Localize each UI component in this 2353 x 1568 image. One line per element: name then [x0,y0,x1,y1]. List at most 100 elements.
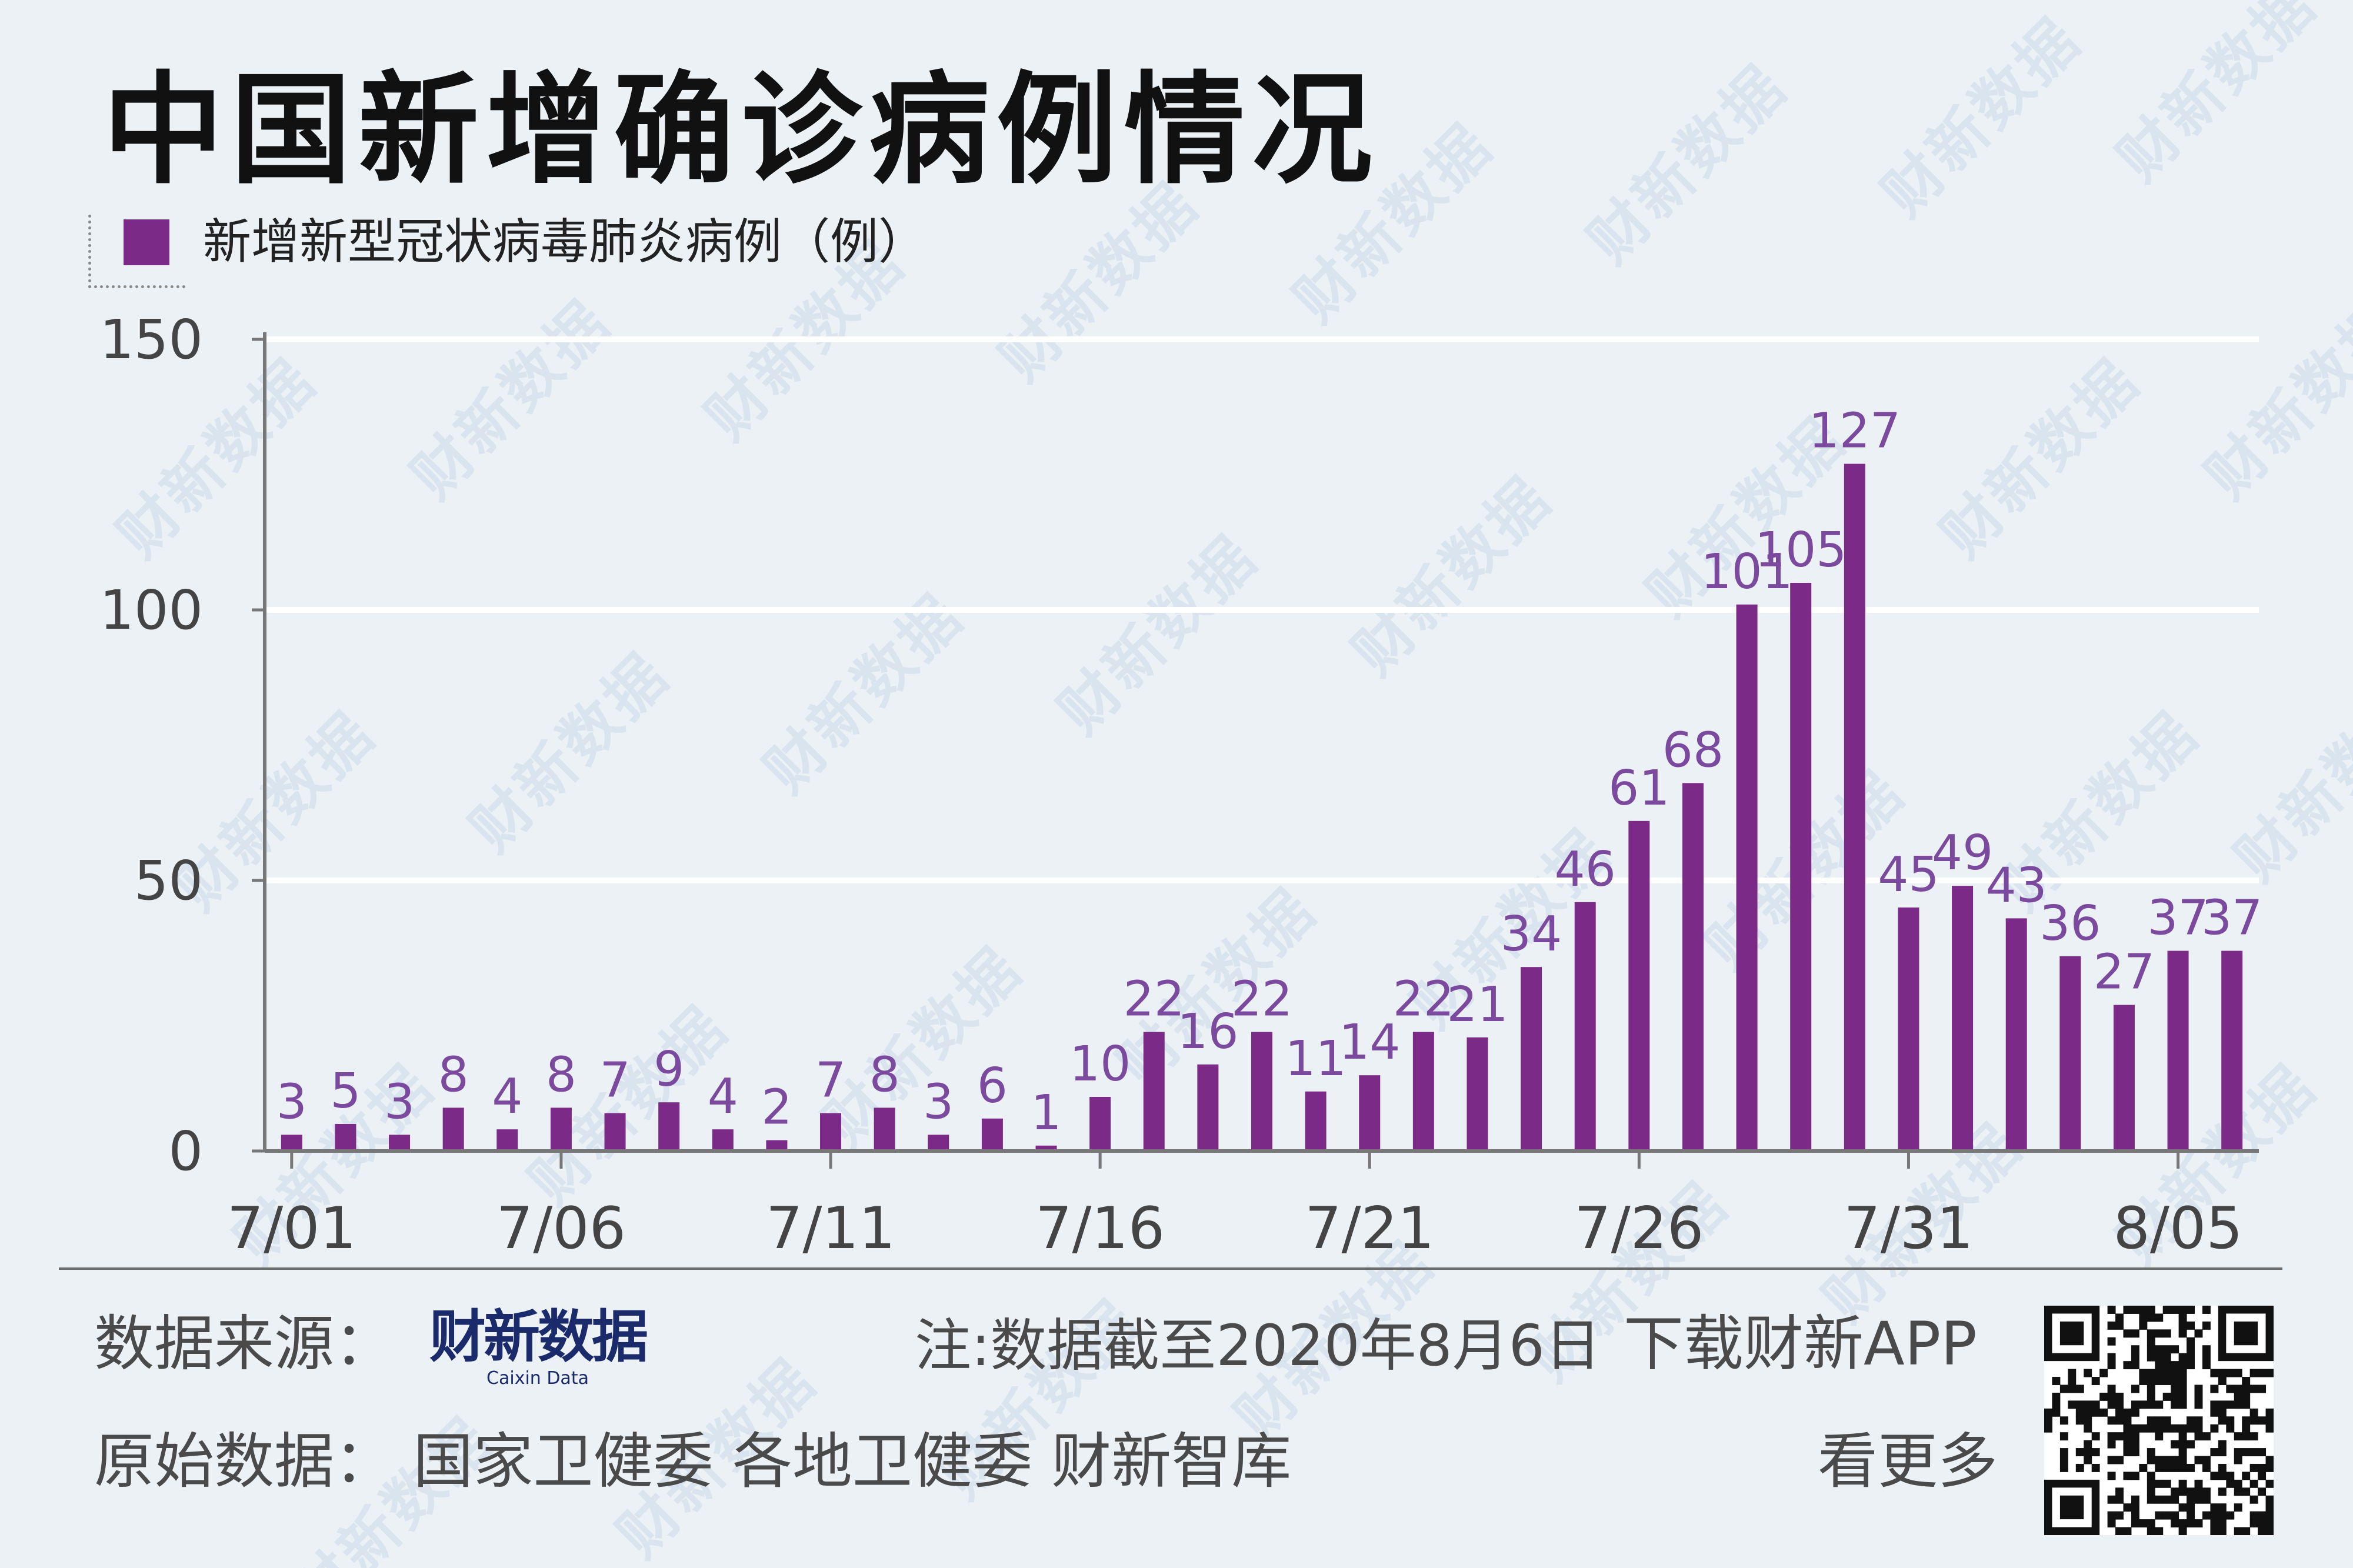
bar [1844,463,1865,1151]
bar-value-label: 3 [384,1074,415,1130]
bar [766,1140,788,1151]
bar-value-label: 49 [1932,825,1993,881]
bar-value-label: 61 [1608,760,1669,816]
bar-value-label: 3 [276,1074,307,1130]
bar [389,1135,411,1151]
x-tick-label: 7/16 [1035,1195,1165,1262]
bar-value-label: 1 [1031,1085,1061,1141]
footer-divider [59,1267,2282,1270]
bar [442,1107,464,1151]
bar [1089,1097,1111,1151]
bar [1305,1091,1327,1151]
x-tick-label: 8/05 [2114,1195,2243,1262]
bar-value-label: 105 [1755,522,1847,578]
bar [1574,902,1596,1151]
qr-code-icon [2044,1306,2274,1535]
bar-value-label: 16 [1177,1004,1238,1060]
legend-swatch [124,219,169,265]
bar [1898,908,1919,1151]
bar [981,1118,1003,1151]
origin-data-text: 原始数据： 国家卫健委 各地卫健委 财新智库 [94,1427,1292,1497]
x-tick-label: 7/06 [496,1195,626,1262]
bar-value-label: 14 [1339,1015,1400,1070]
y-tick-label: 50 [134,849,203,912]
bar [658,1102,680,1151]
bar-value-label: 10 [1069,1036,1131,1092]
bar-value-label: 9 [654,1042,684,1097]
bar [1628,820,1650,1151]
bar [874,1107,895,1151]
bar [1143,1032,1165,1151]
bar [2113,1005,2135,1151]
bar-value-label: 4 [708,1069,738,1125]
bar-value-label: 101 [1701,544,1793,600]
qr-code[interactable] [2044,1306,2274,1535]
bar-value-label: 37 [2147,890,2208,946]
bar [1682,783,1704,1151]
bar-value-label: 43 [1986,858,2047,913]
bar [712,1129,734,1151]
bar-value-label: 3 [923,1074,954,1130]
bar [2167,950,2189,1151]
bar-value-label: 8 [438,1047,469,1103]
bar [1736,604,1758,1151]
legend-label: 新增新型冠状病毒肺炎病例（例） [203,214,927,270]
bar-value-label: 127 [1809,403,1901,459]
bar [1521,967,1542,1151]
data-note: 注:数据截至2020年8月6日 [915,1313,1601,1379]
bar [281,1135,302,1151]
bar [1197,1064,1219,1151]
bar [1790,583,1812,1151]
bar-value-label: 22 [1124,972,1185,1027]
bar [496,1129,518,1151]
bar-value-label: 2 [761,1080,792,1136]
bar [1952,886,1974,1151]
x-tick-label: 7/11 [766,1195,895,1262]
bar [604,1113,626,1151]
bar-value-label: 36 [2039,896,2101,952]
bar-value-label: 45 [1878,847,1939,903]
bar [2221,950,2243,1151]
bar-value-label: 8 [546,1047,576,1103]
x-tick-label: 7/26 [1574,1195,1704,1262]
legend-bracket [88,215,185,288]
bar [928,1135,949,1151]
bar-value-label: 5 [330,1063,361,1119]
x-tick-label: 7/21 [1305,1195,1434,1262]
x-tick-label: 7/31 [1844,1195,1973,1262]
bar-value-label: 68 [1662,722,1724,778]
bar-value-label: 7 [815,1053,846,1109]
caixin-data-logo: 财新数据 Caixin Data [429,1304,648,1387]
bar-value-label: 34 [1501,906,1562,962]
bar-value-label: 46 [1555,842,1616,898]
bar [550,1107,572,1151]
caixin-logo-text: 财新数据 [429,1304,648,1370]
chart-title: 中国新增确诊病例情况 [103,61,1379,201]
bar [1467,1037,1488,1151]
see-more-text[interactable]: 看更多 [1818,1427,1998,1497]
x-tick-label: 7/01 [227,1195,356,1262]
bar [2005,918,2027,1151]
bar-value-label: 4 [492,1069,522,1125]
bar-value-label: 7 [599,1053,630,1109]
bar-value-label: 11 [1285,1031,1346,1087]
bar [820,1113,842,1151]
bar [1412,1032,1434,1151]
bar-value-label: 37 [2201,890,2262,946]
bar [1359,1075,1381,1151]
y-tick-label: 150 [99,308,203,371]
download-app-text[interactable]: 下载财新APP [1624,1309,1977,1379]
bar [1251,1032,1272,1151]
bar [2059,956,2081,1151]
bar-value-label: 27 [2094,945,2155,1000]
bar-value-label: 6 [977,1058,1008,1114]
bar-value-label: 8 [869,1047,900,1103]
bar-value-label: 22 [1393,972,1454,1027]
y-tick-label: 0 [168,1120,203,1183]
bar [1035,1145,1057,1151]
y-tick-label: 100 [99,579,203,642]
bar-value-label: 22 [1231,972,1292,1027]
bar-value-label: 21 [1447,977,1508,1033]
